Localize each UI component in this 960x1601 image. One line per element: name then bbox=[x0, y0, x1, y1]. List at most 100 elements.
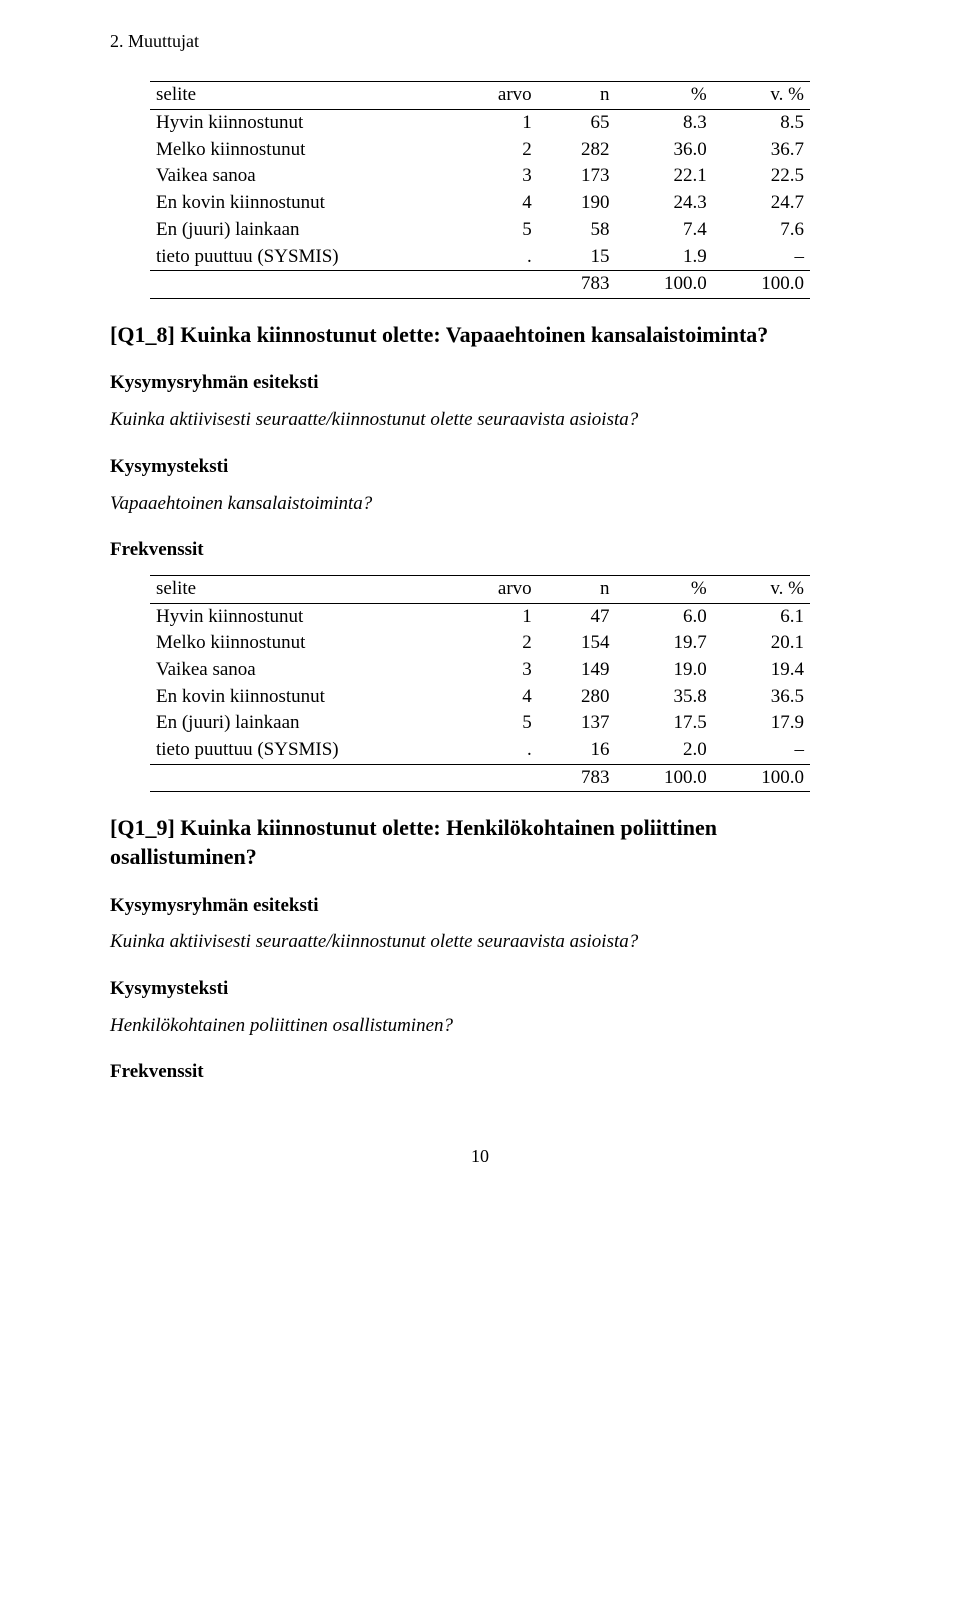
cell: 1.9 bbox=[616, 244, 713, 271]
cell: tieto puuttuu (SYSMIS) bbox=[150, 244, 459, 271]
cell: 15 bbox=[538, 244, 616, 271]
cell: 8.5 bbox=[713, 110, 810, 137]
cell: 16 bbox=[538, 737, 616, 764]
group-pretext: Kuinka aktiivisesti seuraatte/kiinnostun… bbox=[110, 930, 850, 955]
cell: 58 bbox=[538, 217, 616, 244]
cell: 20.1 bbox=[713, 630, 810, 657]
cell bbox=[150, 271, 459, 299]
section-title-q1-9: [Q1_9] Kuinka kiinnostunut olette: Henki… bbox=[110, 814, 850, 871]
cell: 1 bbox=[459, 603, 537, 630]
cell: 36.7 bbox=[713, 137, 810, 164]
table-row: Melko kiinnostunut 2 282 36.0 36.7 bbox=[150, 137, 810, 164]
cell: Vaikea sanoa bbox=[150, 163, 459, 190]
cell: 2 bbox=[459, 137, 537, 164]
cell: 17.5 bbox=[616, 710, 713, 737]
cell bbox=[459, 764, 537, 792]
table-row: Melko kiinnostunut 2 154 19.7 20.1 bbox=[150, 630, 810, 657]
page-header: 2. Muuttujat bbox=[110, 30, 850, 53]
table-row: Hyvin kiinnostunut 1 47 6.0 6.1 bbox=[150, 603, 810, 630]
th-arvo: arvo bbox=[459, 575, 537, 603]
cell: 24.7 bbox=[713, 190, 810, 217]
cell: 149 bbox=[538, 657, 616, 684]
table-row: En (juuri) lainkaan 5 137 17.5 17.9 bbox=[150, 710, 810, 737]
page-number: 10 bbox=[110, 1145, 850, 1168]
cell: 100.0 bbox=[616, 271, 713, 299]
cell: 65 bbox=[538, 110, 616, 137]
question-text: Henkilökohtainen poliittinen osallistumi… bbox=[110, 1014, 850, 1039]
cell: 19.7 bbox=[616, 630, 713, 657]
cell: 5 bbox=[459, 217, 537, 244]
group-pretext-head: Kysymysryhmän esiteksti bbox=[110, 894, 850, 919]
cell: Hyvin kiinnostunut bbox=[150, 110, 459, 137]
cell: Vaikea sanoa bbox=[150, 657, 459, 684]
cell: 190 bbox=[538, 190, 616, 217]
cell: 100.0 bbox=[713, 764, 810, 792]
cell: 35.8 bbox=[616, 684, 713, 711]
cell: 19.0 bbox=[616, 657, 713, 684]
table-row: tieto puuttuu (SYSMIS) . 16 2.0 – bbox=[150, 737, 810, 764]
th-selite: selite bbox=[150, 575, 459, 603]
th-pct: % bbox=[616, 575, 713, 603]
cell: . bbox=[459, 737, 537, 764]
cell: Hyvin kiinnostunut bbox=[150, 603, 459, 630]
cell bbox=[150, 764, 459, 792]
cell: 173 bbox=[538, 163, 616, 190]
cell: tieto puuttuu (SYSMIS) bbox=[150, 737, 459, 764]
cell: 3 bbox=[459, 657, 537, 684]
cell: – bbox=[713, 737, 810, 764]
cell: 154 bbox=[538, 630, 616, 657]
table-total-row: 783 100.0 100.0 bbox=[150, 764, 810, 792]
cell: 137 bbox=[538, 710, 616, 737]
question-head: Kysymysteksti bbox=[110, 455, 850, 480]
cell: 22.5 bbox=[713, 163, 810, 190]
cell: En (juuri) lainkaan bbox=[150, 710, 459, 737]
cell: Melko kiinnostunut bbox=[150, 630, 459, 657]
th-pct: % bbox=[616, 82, 713, 110]
cell: 5 bbox=[459, 710, 537, 737]
cell: En kovin kiinnostunut bbox=[150, 190, 459, 217]
cell: 2 bbox=[459, 630, 537, 657]
cell: 280 bbox=[538, 684, 616, 711]
table-row: En (juuri) lainkaan 5 58 7.4 7.6 bbox=[150, 217, 810, 244]
cell: 4 bbox=[459, 684, 537, 711]
cell: 4 bbox=[459, 190, 537, 217]
question-text: Vapaaehtoinen kansalaistoiminta? bbox=[110, 492, 850, 517]
th-n: n bbox=[538, 82, 616, 110]
cell: 8.3 bbox=[616, 110, 713, 137]
group-pretext-head: Kysymysryhmän esiteksti bbox=[110, 371, 850, 396]
cell: En (juuri) lainkaan bbox=[150, 217, 459, 244]
cell: 100.0 bbox=[616, 764, 713, 792]
table-row: tieto puuttuu (SYSMIS) . 15 1.9 – bbox=[150, 244, 810, 271]
th-n: n bbox=[538, 575, 616, 603]
table-total-row: 783 100.0 100.0 bbox=[150, 271, 810, 299]
frequency-table-1: selite arvo n % v. % Hyvin kiinnostunut … bbox=[150, 81, 810, 299]
cell: 3 bbox=[459, 163, 537, 190]
cell: 1 bbox=[459, 110, 537, 137]
cell: 100.0 bbox=[713, 271, 810, 299]
cell: 36.5 bbox=[713, 684, 810, 711]
cell: 6.1 bbox=[713, 603, 810, 630]
cell: . bbox=[459, 244, 537, 271]
cell: 36.0 bbox=[616, 137, 713, 164]
cell: Melko kiinnostunut bbox=[150, 137, 459, 164]
table-row: Hyvin kiinnostunut 1 65 8.3 8.5 bbox=[150, 110, 810, 137]
cell bbox=[459, 271, 537, 299]
cell: 24.3 bbox=[616, 190, 713, 217]
table-row: Vaikea sanoa 3 149 19.0 19.4 bbox=[150, 657, 810, 684]
table-row: En kovin kiinnostunut 4 190 24.3 24.7 bbox=[150, 190, 810, 217]
cell: 7.6 bbox=[713, 217, 810, 244]
frequencies-head: Frekvenssit bbox=[110, 1060, 850, 1085]
group-pretext: Kuinka aktiivisesti seuraatte/kiinnostun… bbox=[110, 408, 850, 433]
section-title-q1-8: [Q1_8] Kuinka kiinnostunut olette: Vapaa… bbox=[110, 321, 850, 350]
cell: 17.9 bbox=[713, 710, 810, 737]
frequency-table-2: selite arvo n % v. % Hyvin kiinnostunut … bbox=[150, 575, 810, 793]
question-head: Kysymysteksti bbox=[110, 977, 850, 1002]
cell: 783 bbox=[538, 764, 616, 792]
table-row: En kovin kiinnostunut 4 280 35.8 36.5 bbox=[150, 684, 810, 711]
cell: 19.4 bbox=[713, 657, 810, 684]
cell: 2.0 bbox=[616, 737, 713, 764]
cell: 22.1 bbox=[616, 163, 713, 190]
frequencies-head: Frekvenssit bbox=[110, 538, 850, 563]
th-arvo: arvo bbox=[459, 82, 537, 110]
table-row: Vaikea sanoa 3 173 22.1 22.5 bbox=[150, 163, 810, 190]
